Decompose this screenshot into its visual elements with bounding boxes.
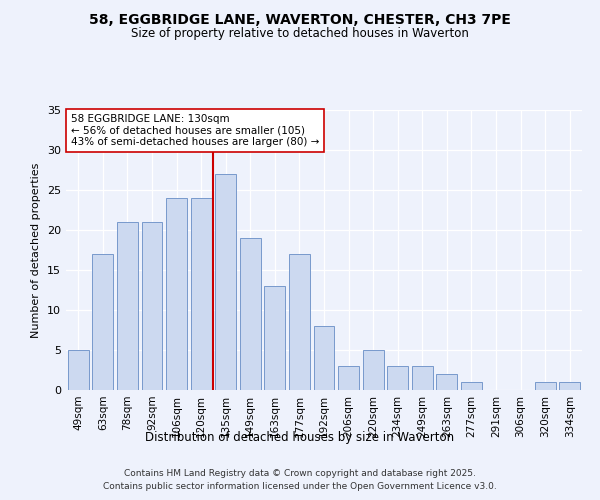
Bar [559, 382, 580, 390]
Bar [215, 174, 236, 390]
Text: 58, EGGBRIDGE LANE, WAVERTON, CHESTER, CH3 7PE: 58, EGGBRIDGE LANE, WAVERTON, CHESTER, C… [89, 12, 511, 26]
Text: 58 EGGBRIDGE LANE: 130sqm
← 56% of detached houses are smaller (105)
43% of semi: 58 EGGBRIDGE LANE: 130sqm ← 56% of detac… [71, 114, 319, 147]
Bar [338, 366, 359, 390]
Text: Distribution of detached houses by size in Waverton: Distribution of detached houses by size … [145, 431, 455, 444]
Bar [68, 350, 89, 390]
Bar [166, 198, 187, 390]
Bar [265, 286, 286, 390]
Bar [461, 382, 482, 390]
Bar [412, 366, 433, 390]
Text: Contains HM Land Registry data © Crown copyright and database right 2025.: Contains HM Land Registry data © Crown c… [124, 468, 476, 477]
Bar [289, 254, 310, 390]
Bar [240, 238, 261, 390]
Bar [314, 326, 334, 390]
Bar [436, 374, 457, 390]
Bar [387, 366, 408, 390]
Text: Size of property relative to detached houses in Waverton: Size of property relative to detached ho… [131, 28, 469, 40]
Bar [142, 222, 163, 390]
Bar [535, 382, 556, 390]
Bar [92, 254, 113, 390]
Y-axis label: Number of detached properties: Number of detached properties [31, 162, 41, 338]
Bar [117, 222, 138, 390]
Text: Contains public sector information licensed under the Open Government Licence v3: Contains public sector information licen… [103, 482, 497, 491]
Bar [362, 350, 383, 390]
Bar [191, 198, 212, 390]
